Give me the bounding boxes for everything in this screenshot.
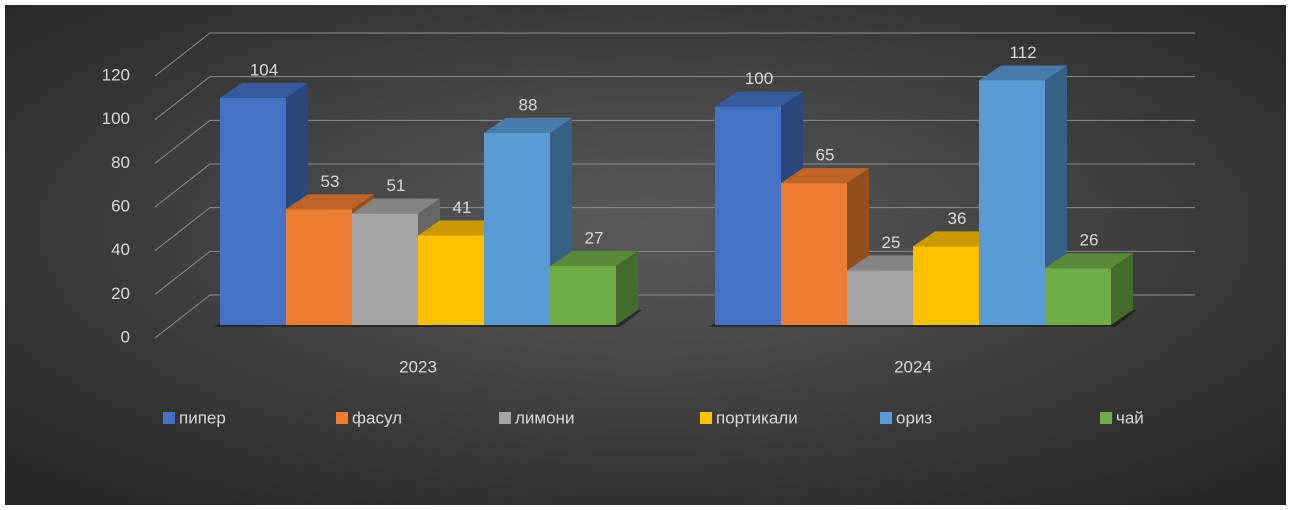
bar	[352, 213, 418, 325]
data-label: 104	[250, 60, 278, 79]
grid-line	[154, 163, 1195, 208]
data-label: 88	[519, 95, 538, 114]
bar	[286, 209, 352, 325]
bar	[979, 80, 1045, 325]
grid-line	[154, 119, 1195, 164]
bar	[1045, 268, 1111, 325]
bar-top	[550, 251, 638, 267]
legend-label: фасул	[352, 408, 402, 427]
bar-top	[484, 117, 572, 133]
legend-swatch	[700, 412, 712, 424]
bar-top	[979, 65, 1067, 81]
y-tick-label: 0	[121, 327, 130, 346]
bar-top	[220, 82, 308, 98]
data-label: 51	[387, 176, 406, 195]
bar-side	[616, 251, 638, 325]
legend-label: лимони	[515, 408, 574, 427]
legend-label: ориз	[896, 408, 932, 427]
grid-line	[154, 76, 1195, 121]
y-tick-label: 120	[102, 65, 130, 84]
bar	[550, 266, 616, 325]
bar-top	[286, 194, 374, 210]
y-tick-label: 80	[111, 153, 130, 172]
x-tick-label: 2024	[894, 357, 932, 376]
bar-side	[1111, 253, 1133, 325]
bar-top	[781, 168, 869, 184]
data-label: 112	[1009, 43, 1036, 62]
legend-swatch	[336, 412, 348, 424]
y-tick-label: 100	[102, 109, 130, 128]
bar	[484, 132, 550, 325]
grid-line	[154, 32, 1195, 77]
bar	[847, 270, 913, 325]
bar-top	[715, 91, 803, 107]
data-label: 25	[882, 233, 901, 252]
data-label: 27	[585, 229, 604, 248]
legend-swatch	[499, 412, 511, 424]
legend-label: портикали	[716, 408, 798, 427]
bar	[418, 235, 484, 325]
data-label: 100	[745, 69, 773, 88]
legend-label: чай	[1116, 408, 1144, 427]
data-label: 41	[453, 198, 472, 217]
y-tick-label: 20	[111, 284, 130, 303]
y-tick-label: 60	[111, 196, 130, 215]
legend-swatch	[1100, 412, 1112, 424]
data-label: 26	[1080, 231, 1099, 250]
bar	[220, 97, 286, 325]
data-label: 65	[816, 146, 835, 165]
bar-top	[1045, 253, 1133, 269]
bar	[781, 183, 847, 325]
y-tick-label: 40	[111, 240, 130, 259]
legend-label: пипер	[179, 408, 226, 427]
data-label: 53	[321, 172, 340, 191]
bar	[913, 246, 979, 325]
x-tick-label: 2023	[399, 357, 437, 376]
bar-top	[352, 198, 440, 214]
legend-swatch	[163, 412, 175, 424]
bar	[715, 106, 781, 326]
legend-swatch	[880, 412, 892, 424]
data-label: 36	[948, 209, 967, 228]
